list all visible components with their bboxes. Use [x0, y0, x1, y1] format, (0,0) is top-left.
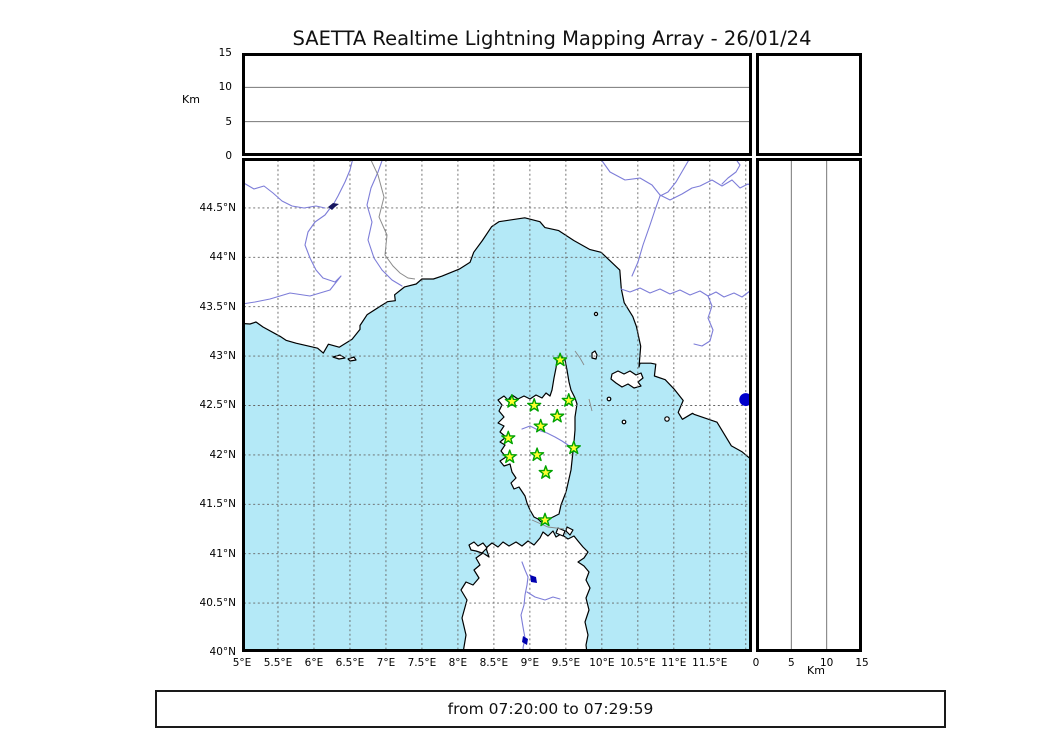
lat-tick-label: 40.5°N — [199, 597, 236, 610]
lat-tick-label: 40°N — [209, 646, 236, 659]
altitude-tick-label: 10 — [218, 81, 232, 94]
station-star-icon — [502, 449, 517, 464]
lat-tick-label: 41°N — [209, 547, 236, 560]
river — [620, 287, 751, 298]
altitude-gridlines — [790, 160, 828, 650]
km-tick-label: 0 — [752, 657, 760, 669]
river — [631, 158, 691, 277]
event-dot — [739, 393, 752, 407]
station-star-icon — [566, 440, 581, 455]
station-star-icon — [561, 393, 576, 407]
rock-line — [588, 398, 593, 412]
island-maddalena — [555, 527, 566, 537]
lat-tick-label: 43.5°N — [199, 300, 236, 313]
lake — [522, 636, 528, 645]
altitude-axis-unit-label: Km — [182, 93, 200, 106]
island-capraia — [591, 350, 598, 360]
river — [242, 206, 342, 305]
rock-line — [531, 519, 565, 530]
panel-border — [756, 53, 862, 156]
station-star-icon — [527, 397, 542, 412]
station-star-icon — [529, 447, 545, 462]
river — [332, 158, 354, 206]
rock-line — [574, 350, 585, 366]
time-range-text: from 07:20:00 to 07:29:59 — [447, 700, 654, 718]
altitude-tick-label: 15 — [218, 47, 232, 59]
km-tick-label: 10 — [819, 657, 834, 669]
island-port-cros — [347, 356, 357, 362]
km-axis-unit-label: Km — [807, 664, 825, 677]
panel-border — [756, 158, 862, 652]
panel-background — [242, 53, 752, 156]
island-pianosa — [606, 396, 612, 402]
lon-tick-label: 11.5°E — [692, 657, 728, 669]
lon-tick-label: 10°E — [589, 657, 615, 669]
lat-tick-label: 44.5°N — [199, 201, 236, 214]
island-caprera — [565, 526, 574, 536]
lakes — [328, 203, 537, 645]
station-star-icon — [537, 512, 553, 527]
altitude-tick-label: 0 — [225, 150, 232, 162]
station-star-icon — [538, 465, 553, 479]
lon-tick-label: 7°E — [376, 657, 396, 669]
island-montecristo — [621, 419, 627, 425]
lon-tick-label: 11°E — [661, 657, 687, 669]
map-panel — [242, 158, 752, 652]
lake — [530, 575, 537, 583]
island-giglio — [664, 416, 670, 422]
km-tick-label: 15 — [855, 657, 869, 669]
island-asinara — [468, 541, 488, 554]
lon-tick-label: 5°E — [232, 657, 252, 669]
lat-tick-label: 42°N — [209, 448, 236, 461]
country-border — [369, 158, 416, 280]
lon-tick-label: 8°E — [448, 657, 468, 669]
rock-lines — [531, 350, 593, 530]
corner-panel — [756, 53, 862, 156]
river — [721, 158, 741, 185]
station-star-icon — [501, 430, 516, 445]
lat-tick-label: 42.5°N — [199, 399, 236, 412]
lon-tick-label: 5.5°E — [263, 657, 293, 669]
lon-tick-label: 10.5°E — [620, 657, 656, 669]
lon-tick-label: 7.5°E — [407, 657, 437, 669]
station-star-icon — [552, 352, 568, 367]
figure-title: SAETTA Realtime Lightning Mapping Array … — [292, 27, 812, 50]
river — [366, 158, 403, 287]
lon-tick-label: 9.5°E — [551, 657, 581, 669]
altitude-latitude-panel — [756, 158, 862, 652]
river — [659, 179, 752, 201]
altitude-tick-label: 5 — [225, 115, 232, 128]
lon-tick-label: 6°E — [304, 657, 324, 669]
altitude-longitude-panel — [242, 53, 752, 156]
border-line — [369, 158, 416, 280]
island-gorgona — [593, 311, 599, 317]
lake — [328, 203, 339, 210]
panel-background — [756, 53, 862, 156]
markers — [501, 352, 752, 527]
river — [693, 295, 714, 347]
altitude-gridlines — [244, 86, 750, 123]
station-star-icon — [550, 408, 565, 423]
panel-border — [242, 158, 752, 652]
panel-border — [242, 53, 752, 156]
lon-tick-label: 9°E — [520, 657, 540, 669]
km-tick-label: 5 — [787, 657, 795, 669]
river — [526, 591, 561, 601]
lat-tick-label: 44°N — [209, 251, 236, 264]
river — [521, 425, 574, 450]
station-star-icon — [504, 394, 520, 408]
river — [599, 158, 661, 196]
time-range-box: from 07:20:00 to 07:29:59 — [155, 690, 946, 728]
lat-tick-label: 41.5°N — [199, 498, 236, 511]
lat-tick-label: 43°N — [209, 350, 236, 363]
panel-background — [756, 158, 862, 652]
station-star-icon — [533, 418, 548, 433]
lon-tick-label: 8.5°E — [479, 657, 509, 669]
river — [242, 181, 326, 209]
lon-tick-label: 6.5°E — [335, 657, 365, 669]
